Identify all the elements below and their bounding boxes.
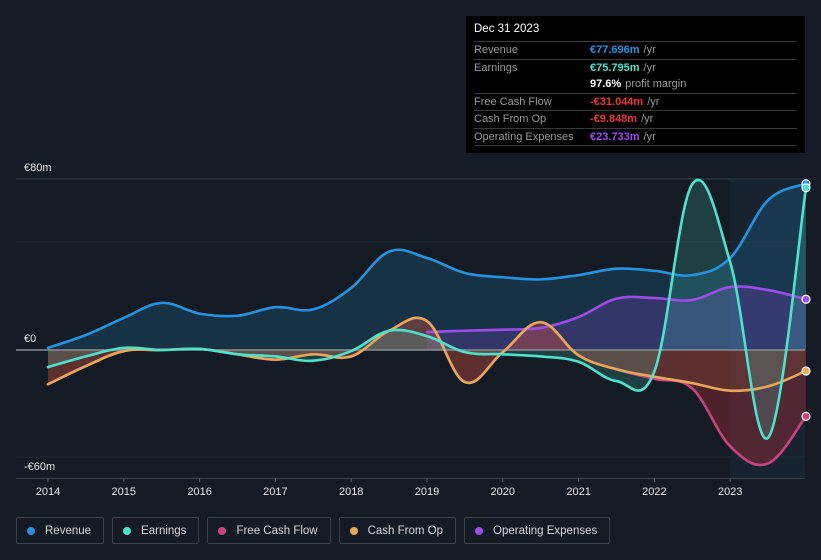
tooltip-value: €77.696m	[590, 44, 640, 56]
y-tick-label: €80m	[24, 162, 52, 174]
tooltip-row-revenue: Revenue €77.696m /yr	[474, 42, 797, 60]
area-revenue	[48, 183, 806, 350]
legend-item-free-cash-flow[interactable]: Free Cash Flow	[207, 517, 331, 544]
tooltip-label: Cash From Op	[474, 113, 547, 125]
tooltip-label: Free Cash Flow	[474, 95, 552, 108]
legend-dot-icon	[218, 526, 227, 535]
tooltip-value: -€31.044m	[590, 95, 644, 108]
tooltip-label: Earnings	[474, 61, 518, 74]
tooltip-row-cash-from-op: Cash From Op -€9.848m /yr	[474, 111, 797, 129]
tooltip-value: €23.733m	[590, 130, 640, 143]
legend-dot-icon	[27, 526, 35, 535]
legend-item-earnings[interactable]: Earnings	[112, 517, 200, 544]
x-tick-label: 2014	[36, 486, 60, 498]
tooltip-row-operating-expenses: Operating Expenses €23.733m /yr	[474, 129, 797, 146]
y-axis-labels: €80m €0 -€60m	[24, 162, 55, 473]
tooltip-row-earnings: Earnings €75.795m /yr	[474, 60, 797, 77]
profit-margin-value: 97.6%	[590, 78, 622, 90]
x-tick-label: 2018	[339, 486, 363, 498]
legend-dot-icon	[475, 526, 484, 535]
x-axis	[16, 478, 805, 482]
end-marker-earnings	[801, 183, 811, 193]
end-marker-free-cash-flow	[801, 411, 811, 421]
x-tick-label: 2019	[415, 486, 439, 498]
legend-label: Revenue	[45, 524, 92, 537]
legend-dot-icon	[349, 526, 358, 535]
tooltip-unit: /yr	[643, 130, 656, 143]
tooltip-unit: profit margin	[625, 78, 687, 90]
end-marker-cash-from-op	[801, 366, 811, 376]
x-tick-label: 2017	[263, 486, 287, 498]
series-lines	[46, 178, 808, 467]
tooltip-unit: /yr	[647, 95, 660, 108]
tooltip-unit: /yr	[643, 44, 656, 56]
tooltip-label: Operating Expenses	[474, 130, 574, 143]
x-tick-label: 2015	[112, 486, 136, 498]
legend-item-revenue[interactable]: Revenue	[16, 517, 105, 544]
x-tick-label: 2021	[566, 486, 590, 498]
tooltip-value: -€9.848m	[590, 113, 638, 125]
line-revenue	[46, 182, 808, 350]
tooltip-unit: /yr	[641, 113, 654, 125]
chart-area: €80m €0 -€60m 2014 2015 2016 2017 2018 2…	[16, 162, 811, 498]
legend-item-cash-from-op[interactable]: Cash From Op	[338, 517, 457, 544]
x-tick-label: 2022	[642, 486, 666, 498]
tooltip-label: Revenue	[474, 44, 519, 56]
line-operating-expenses	[425, 285, 808, 334]
end-markers	[801, 179, 811, 421]
legend-dot-icon	[123, 526, 132, 535]
chart-legend: Revenue Earnings Free Cash Flow Cash Fro…	[16, 517, 611, 544]
tooltip-value: €75.795m	[590, 61, 640, 74]
legend-label: Operating Expenses	[493, 524, 598, 537]
x-axis-labels: 2014 2015 2016 2017 2018 2019 2020 2021 …	[36, 486, 743, 498]
tooltip-date: Dec 31 2023	[474, 23, 797, 42]
legend-label: Free Cash Flow	[236, 524, 318, 537]
area-free-cash-flow	[48, 317, 806, 466]
data-tooltip: Dec 31 2023 Revenue €77.696m /yr Earning…	[466, 16, 805, 153]
line-earnings	[46, 178, 808, 440]
legend-label: Cash From Op	[367, 524, 444, 537]
tooltip-row-profit-margin: 97.6% profit margin	[474, 76, 797, 94]
area-earnings	[48, 179, 806, 439]
x-tick-label: 2016	[187, 486, 211, 498]
grid	[16, 178, 805, 458]
legend-item-operating-expenses[interactable]: Operating Expenses	[464, 517, 611, 544]
x-tick-label: 2020	[491, 486, 515, 498]
tooltip-label	[474, 76, 590, 93]
x-tick-label: 2023	[718, 486, 742, 498]
y-tick-label: -€60m	[24, 461, 55, 473]
end-marker-operating-expenses	[801, 294, 811, 304]
legend-label: Earnings	[141, 524, 187, 537]
tooltip-row-free-cash-flow: Free Cash Flow -€31.044m /yr	[474, 94, 797, 111]
tooltip-unit: /yr	[643, 61, 656, 74]
y-tick-label: €0	[24, 333, 36, 345]
